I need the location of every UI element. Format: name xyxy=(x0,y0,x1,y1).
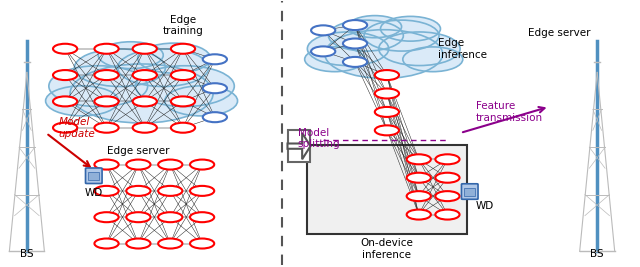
Text: Edge server: Edge server xyxy=(528,28,590,38)
Circle shape xyxy=(435,210,460,219)
Circle shape xyxy=(406,173,431,183)
Circle shape xyxy=(435,154,460,164)
Circle shape xyxy=(203,112,227,122)
Circle shape xyxy=(132,123,157,133)
Circle shape xyxy=(435,191,460,201)
Circle shape xyxy=(406,154,431,164)
Circle shape xyxy=(375,70,399,80)
Circle shape xyxy=(158,186,182,196)
Circle shape xyxy=(171,44,195,54)
Circle shape xyxy=(328,20,403,51)
Text: Model
update: Model update xyxy=(59,117,95,139)
Text: WD: WD xyxy=(84,188,103,198)
Circle shape xyxy=(132,70,157,80)
Circle shape xyxy=(435,173,460,183)
Circle shape xyxy=(95,238,118,249)
Circle shape xyxy=(343,57,367,67)
Text: Feature
transmission: Feature transmission xyxy=(476,101,543,123)
Circle shape xyxy=(364,20,439,51)
Circle shape xyxy=(164,86,237,116)
FancyBboxPatch shape xyxy=(307,145,467,234)
Text: BS: BS xyxy=(20,249,34,259)
Circle shape xyxy=(307,32,388,66)
Circle shape xyxy=(53,123,77,133)
Circle shape xyxy=(99,42,163,69)
Circle shape xyxy=(126,212,150,222)
Text: BS: BS xyxy=(590,249,604,259)
Circle shape xyxy=(45,86,118,116)
Circle shape xyxy=(53,70,77,80)
Circle shape xyxy=(348,15,401,38)
Circle shape xyxy=(190,212,214,222)
Circle shape xyxy=(375,88,399,99)
Circle shape xyxy=(126,160,150,170)
Circle shape xyxy=(171,70,195,80)
FancyBboxPatch shape xyxy=(88,172,99,180)
Circle shape xyxy=(190,186,214,196)
Circle shape xyxy=(171,123,195,133)
Circle shape xyxy=(305,47,365,72)
Text: Edge
training: Edge training xyxy=(163,14,204,36)
Text: Edge server: Edge server xyxy=(107,146,170,156)
Circle shape xyxy=(403,47,463,72)
Circle shape xyxy=(158,238,182,249)
Circle shape xyxy=(95,160,118,170)
Circle shape xyxy=(325,30,443,78)
Circle shape xyxy=(406,191,431,201)
Circle shape xyxy=(49,66,148,107)
Circle shape xyxy=(95,44,118,54)
Circle shape xyxy=(95,96,118,106)
Circle shape xyxy=(118,49,209,87)
Text: WD: WD xyxy=(476,201,494,211)
Circle shape xyxy=(95,212,118,222)
Circle shape xyxy=(375,125,399,135)
Circle shape xyxy=(406,210,431,219)
Circle shape xyxy=(136,66,234,107)
Text: Model
splitting: Model splitting xyxy=(298,128,340,149)
Circle shape xyxy=(343,20,367,30)
Circle shape xyxy=(203,54,227,64)
Circle shape xyxy=(343,38,367,49)
Circle shape xyxy=(53,96,77,106)
FancyBboxPatch shape xyxy=(287,130,310,162)
Circle shape xyxy=(74,49,165,87)
FancyBboxPatch shape xyxy=(86,168,102,183)
Circle shape xyxy=(95,123,118,133)
Circle shape xyxy=(126,186,150,196)
Circle shape xyxy=(190,238,214,249)
Circle shape xyxy=(158,212,182,222)
Circle shape xyxy=(95,70,118,80)
Circle shape xyxy=(375,107,399,117)
FancyBboxPatch shape xyxy=(461,184,478,199)
Circle shape xyxy=(126,238,150,249)
Text: Edge
inference: Edge inference xyxy=(438,38,487,60)
Polygon shape xyxy=(287,133,310,159)
Circle shape xyxy=(311,46,335,56)
Circle shape xyxy=(53,44,77,54)
Circle shape xyxy=(132,96,157,106)
Circle shape xyxy=(171,96,195,106)
Circle shape xyxy=(95,186,118,196)
Circle shape xyxy=(203,83,227,93)
Circle shape xyxy=(190,160,214,170)
Circle shape xyxy=(158,160,182,170)
Text: On-device
inference: On-device inference xyxy=(360,238,413,260)
Circle shape xyxy=(311,25,335,35)
FancyBboxPatch shape xyxy=(464,188,476,196)
Circle shape xyxy=(379,32,460,66)
Circle shape xyxy=(70,64,213,123)
Circle shape xyxy=(138,43,211,73)
Circle shape xyxy=(381,16,440,41)
Circle shape xyxy=(132,44,157,54)
